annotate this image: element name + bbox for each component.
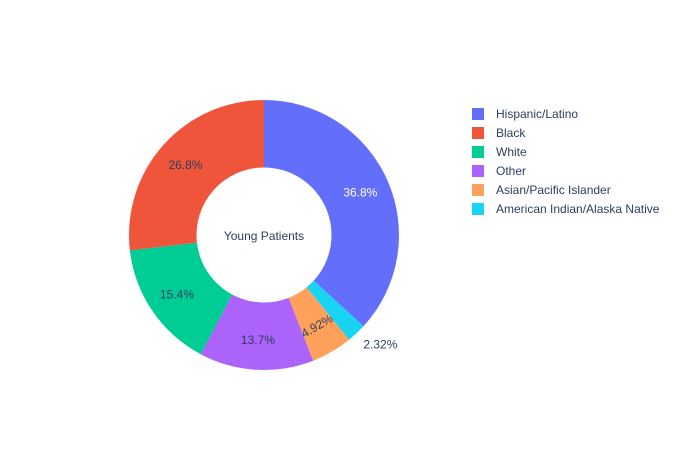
slice-asian-pacific-islander[interactable]: [288, 287, 350, 361]
slice-white[interactable]: [129, 242, 233, 355]
legend[interactable]: Hispanic/Latino Black White Other Asian/Paci…: [472, 107, 660, 216]
slice-label-hispanic-latino: 36.8%: [343, 186, 377, 200]
legend-item-white[interactable]: White: [472, 145, 527, 159]
legend-item-american-indian-alaska-native[interactable]: American Indian/Alaska Native: [472, 202, 660, 216]
legend-swatch-black: [472, 127, 484, 139]
legend-label-black: Black: [496, 126, 526, 140]
slice-label-american-indian-alaska-native: 2.32%: [363, 338, 397, 352]
legend-label-other: Other: [496, 164, 526, 178]
legend-swatch-other: [472, 165, 484, 177]
slice-hispanic-latino[interactable]: [264, 100, 399, 327]
legend-label-asian-pacific-islander: Asian/Pacific Islander: [496, 183, 611, 197]
legend-swatch-asian-pacific-islander: [472, 184, 484, 196]
legend-swatch-hispanic-latino: [472, 108, 484, 120]
center-label: Young Patients: [224, 229, 304, 243]
slice-labels-layer: 36.8%2.32%4.92%13.7%15.4%26.8%: [160, 158, 398, 352]
legend-item-other[interactable]: Other: [472, 164, 526, 178]
slice-label-black: 26.8%: [168, 158, 202, 172]
legend-item-black[interactable]: Black: [472, 126, 526, 140]
legend-label-white: White: [496, 145, 527, 159]
slice-other[interactable]: [200, 294, 314, 370]
slice-label-white: 15.4%: [160, 287, 194, 301]
slices-layer: [129, 100, 399, 370]
legend-swatch-american-indian-alaska-native: [472, 203, 484, 215]
legend-label-hispanic-latino: Hispanic/Latino: [496, 107, 578, 121]
slice-black[interactable]: [129, 100, 264, 251]
legend-item-asian-pacific-islander[interactable]: Asian/Pacific Islander: [472, 183, 611, 197]
legend-label-american-indian-alaska-native: American Indian/Alaska Native: [496, 202, 660, 216]
slice-label-other: 13.7%: [241, 333, 275, 347]
legend-item-hispanic-latino[interactable]: Hispanic/Latino: [472, 107, 578, 121]
legend-swatch-white: [472, 146, 484, 158]
slice-american-indian-alaska-native[interactable]: [306, 280, 364, 340]
